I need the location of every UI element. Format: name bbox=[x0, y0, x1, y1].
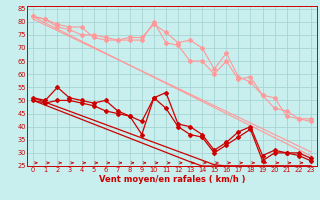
X-axis label: Vent moyen/en rafales ( km/h ): Vent moyen/en rafales ( km/h ) bbox=[99, 175, 245, 184]
